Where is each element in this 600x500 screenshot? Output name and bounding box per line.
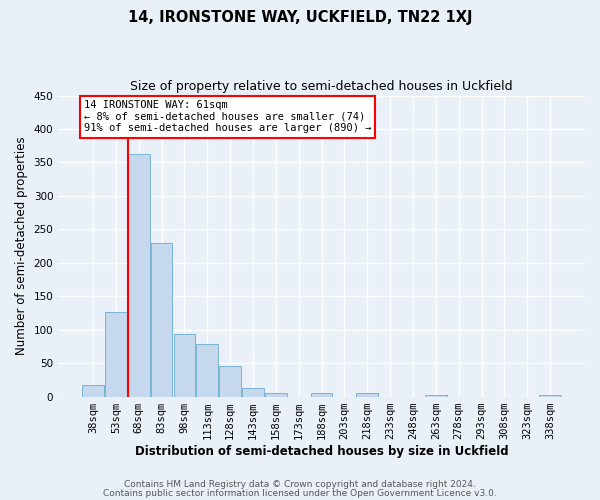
Bar — [219, 366, 241, 396]
Bar — [265, 393, 287, 396]
X-axis label: Distribution of semi-detached houses by size in Uckfield: Distribution of semi-detached houses by … — [135, 444, 508, 458]
Bar — [82, 384, 104, 396]
Bar — [128, 154, 149, 396]
Bar — [311, 392, 332, 396]
Bar — [539, 395, 561, 396]
Text: Contains HM Land Registry data © Crown copyright and database right 2024.: Contains HM Land Registry data © Crown c… — [124, 480, 476, 489]
Bar — [151, 244, 172, 396]
Bar — [105, 312, 127, 396]
Text: 14 IRONSTONE WAY: 61sqm
← 8% of semi-detached houses are smaller (74)
91% of sem: 14 IRONSTONE WAY: 61sqm ← 8% of semi-det… — [84, 100, 371, 134]
Bar — [173, 334, 195, 396]
Title: Size of property relative to semi-detached houses in Uckfield: Size of property relative to semi-detach… — [130, 80, 513, 93]
Text: 14, IRONSTONE WAY, UCKFIELD, TN22 1XJ: 14, IRONSTONE WAY, UCKFIELD, TN22 1XJ — [128, 10, 472, 25]
Y-axis label: Number of semi-detached properties: Number of semi-detached properties — [15, 137, 28, 356]
Bar — [242, 388, 264, 396]
Text: Contains public sector information licensed under the Open Government Licence v3: Contains public sector information licen… — [103, 488, 497, 498]
Bar — [356, 393, 378, 396]
Bar — [196, 344, 218, 396]
Bar — [425, 395, 447, 396]
